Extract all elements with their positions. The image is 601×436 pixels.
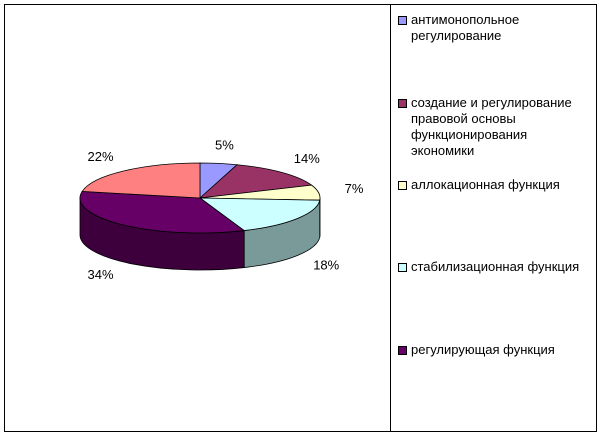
legend-swatch bbox=[398, 99, 407, 108]
slice bbox=[81, 162, 201, 199]
data-label: 22% bbox=[88, 149, 114, 164]
legend-swatch bbox=[398, 181, 407, 190]
legend-swatch bbox=[398, 16, 407, 25]
legend-swatch bbox=[398, 263, 407, 272]
data-label: 18% bbox=[313, 257, 339, 272]
legend-label: антимонопольное регулирование bbox=[411, 12, 520, 43]
legend-entry: антимонопольное регулирование bbox=[398, 12, 590, 44]
legend-border bbox=[390, 4, 597, 432]
legend-entry: аллокационная функция bbox=[398, 177, 590, 193]
legend-swatch bbox=[398, 346, 407, 355]
data-label: 14% bbox=[294, 151, 320, 166]
data-label: 5% bbox=[215, 138, 234, 153]
slice bbox=[198, 164, 313, 199]
legend-label: стабилизационная функция bbox=[411, 259, 580, 274]
legend-label: создание и регулирование правовой основы… bbox=[411, 95, 572, 158]
legend-label: регулирующая функция bbox=[411, 342, 555, 357]
legend-entry: создание и регулирование правовой основы… bbox=[398, 95, 590, 159]
legend-entry: стабилизационная функция bbox=[398, 259, 590, 275]
slice bbox=[79, 191, 246, 234]
data-label: 7% bbox=[345, 181, 364, 196]
slice bbox=[198, 197, 321, 231]
data-label: 34% bbox=[88, 267, 114, 282]
legend-entry: регулирующая функция bbox=[398, 342, 590, 358]
legend-label: аллокационная функция bbox=[411, 177, 560, 192]
